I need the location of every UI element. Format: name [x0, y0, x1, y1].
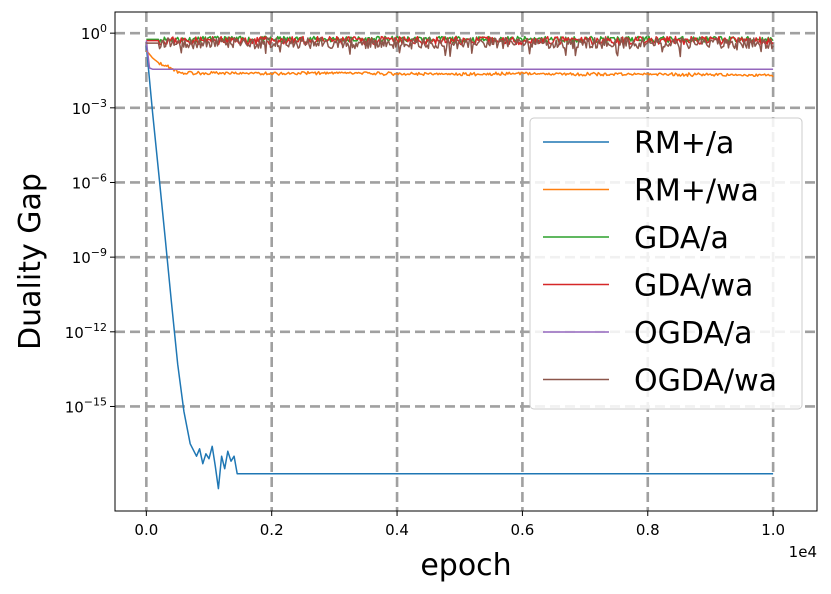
- x-axis-ticks: 0.0 0.2 0.4 0.6 0.8 1.0: [134, 511, 785, 539]
- y-tick-label: 10−3: [72, 97, 107, 118]
- x-tick-label: 1.0: [761, 521, 785, 539]
- legend-entry-label: RM+/a: [634, 126, 734, 161]
- legend-entry-label: GDA/a: [634, 221, 729, 256]
- y-tick-label: 10−15: [65, 395, 107, 416]
- series-line-ogda-a: [145, 40, 774, 70]
- legend-entry-label: RM+/wa: [634, 174, 759, 209]
- series-line-ogda-wa: [146, 36, 774, 58]
- series-line-rm-wa: [145, 50, 774, 78]
- y-tick-label: 10−12: [65, 321, 107, 342]
- x-tick-label: 0.6: [510, 521, 534, 539]
- series-line-rm-a: [145, 45, 774, 490]
- y-axis-label: Duality Gap: [13, 173, 48, 350]
- x-tick-label: 0.8: [636, 521, 660, 539]
- plot-area-frame: [114, 11, 818, 512]
- y-tick-label: 10−9: [72, 246, 107, 267]
- x-axis-offset-label: 1e4: [789, 543, 817, 561]
- x-tick-label: 0.4: [385, 521, 409, 539]
- legend-box: [529, 117, 803, 410]
- legend-entry-label: OGDA/a: [634, 316, 752, 351]
- y-tick-label: 100: [81, 22, 107, 43]
- series-lines: [145, 35, 774, 490]
- legend-entry-label: OGDA/wa: [634, 364, 777, 399]
- x-tick-label: 0.2: [260, 521, 284, 539]
- y-tick-label: 10−6: [72, 171, 107, 192]
- y-axis-ticks: 100 10−3 10−6 10−9 10−12 10−15: [65, 22, 115, 416]
- legend-entry-label: GDA/wa: [634, 269, 753, 304]
- legend: RM+/a RM+/wa GDA/a GDA/wa OGDA/a OGDA/wa: [529, 117, 803, 410]
- x-axis-label: epoch: [420, 548, 511, 583]
- series-line-gda-wa: [146, 35, 774, 46]
- x-tick-label: 0.0: [134, 521, 158, 539]
